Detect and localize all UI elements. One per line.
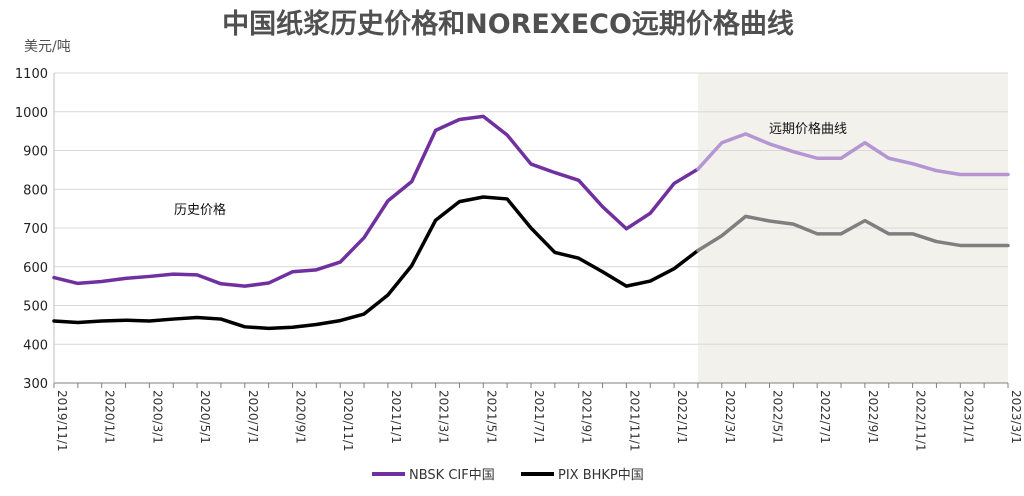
x-tick-label: 2021/5/1 — [484, 390, 498, 444]
x-tick-label: 2020/3/1 — [150, 390, 164, 444]
series-line-bhkp-history — [52, 195, 700, 331]
x-tick-label: 2021/9/1 — [580, 390, 594, 444]
legend-item-bhkp: PIX BHKP中国 — [521, 468, 644, 483]
series-line-nbsk-history — [52, 114, 700, 288]
y-tick-label: 900 — [23, 145, 48, 160]
y-axis-ticks: 300 400 500 600 700 800 900 1000 1100 — [15, 67, 48, 392]
x-tick-label: 2022/9/1 — [866, 390, 880, 444]
x-tick-label: 2022/5/1 — [771, 390, 785, 444]
legend-label-bhkp: PIX BHKP中国 — [558, 468, 644, 483]
x-tick-label: 2022/11/1 — [914, 390, 928, 452]
x-tick-label: 2021/11/1 — [627, 390, 641, 452]
y-axis-unit-label: 美元/吨 — [24, 39, 71, 55]
series-line-nbsk-forward — [696, 132, 1010, 177]
series-line-bhkp-forward — [696, 214, 1010, 253]
gridlines — [54, 72, 1008, 345]
x-tick-label: 2020/11/1 — [341, 390, 355, 452]
x-tick-label: 2022/3/1 — [723, 390, 737, 444]
x-tick-label: 2020/9/1 — [294, 390, 308, 444]
x-tick-label: 2020/7/1 — [246, 390, 260, 444]
y-tick-label: 700 — [23, 222, 48, 237]
x-tick-label: 2021/7/1 — [532, 390, 546, 444]
chart-title: 中国纸浆历史价格和NOREXECO远期价格曲线 — [222, 8, 794, 40]
x-tick-label: 2020/1/1 — [103, 390, 117, 444]
series-group — [52, 114, 1010, 331]
legend: NBSK CIF中国 PIX BHKP中国 — [372, 468, 644, 483]
x-tick-label: 2021/3/1 — [437, 390, 451, 444]
x-tick-label: 2023/3/1 — [1009, 390, 1023, 444]
x-tick-label: 2021/1/1 — [389, 390, 403, 444]
y-tick-label: 300 — [23, 377, 48, 392]
y-tick-label: 1100 — [15, 67, 48, 82]
x-tick-label: 2019/11/1 — [55, 390, 69, 452]
x-tick-label: 2022/1/1 — [675, 390, 689, 444]
x-tick-label: 2023/1/1 — [961, 390, 975, 444]
legend-label-nbsk: NBSK CIF中国 — [409, 468, 495, 483]
y-tick-label: 1000 — [15, 106, 48, 121]
x-axis-ticks: 2019/11/1 2020/1/1 2020/3/1 2020/5/1 2020/7/… — [53, 383, 1023, 452]
y-tick-label: 400 — [23, 338, 48, 353]
x-tick-label: 2022/7/1 — [818, 390, 832, 444]
annotation-forward: 远期价格曲线 — [769, 121, 847, 137]
legend-item-nbsk: NBSK CIF中国 — [372, 468, 495, 483]
x-tick-label: 2020/5/1 — [198, 390, 212, 444]
annotation-history: 历史价格 — [174, 202, 226, 218]
y-tick-label: 800 — [23, 183, 48, 198]
y-tick-label: 500 — [23, 300, 48, 315]
y-tick-label: 600 — [23, 261, 48, 276]
